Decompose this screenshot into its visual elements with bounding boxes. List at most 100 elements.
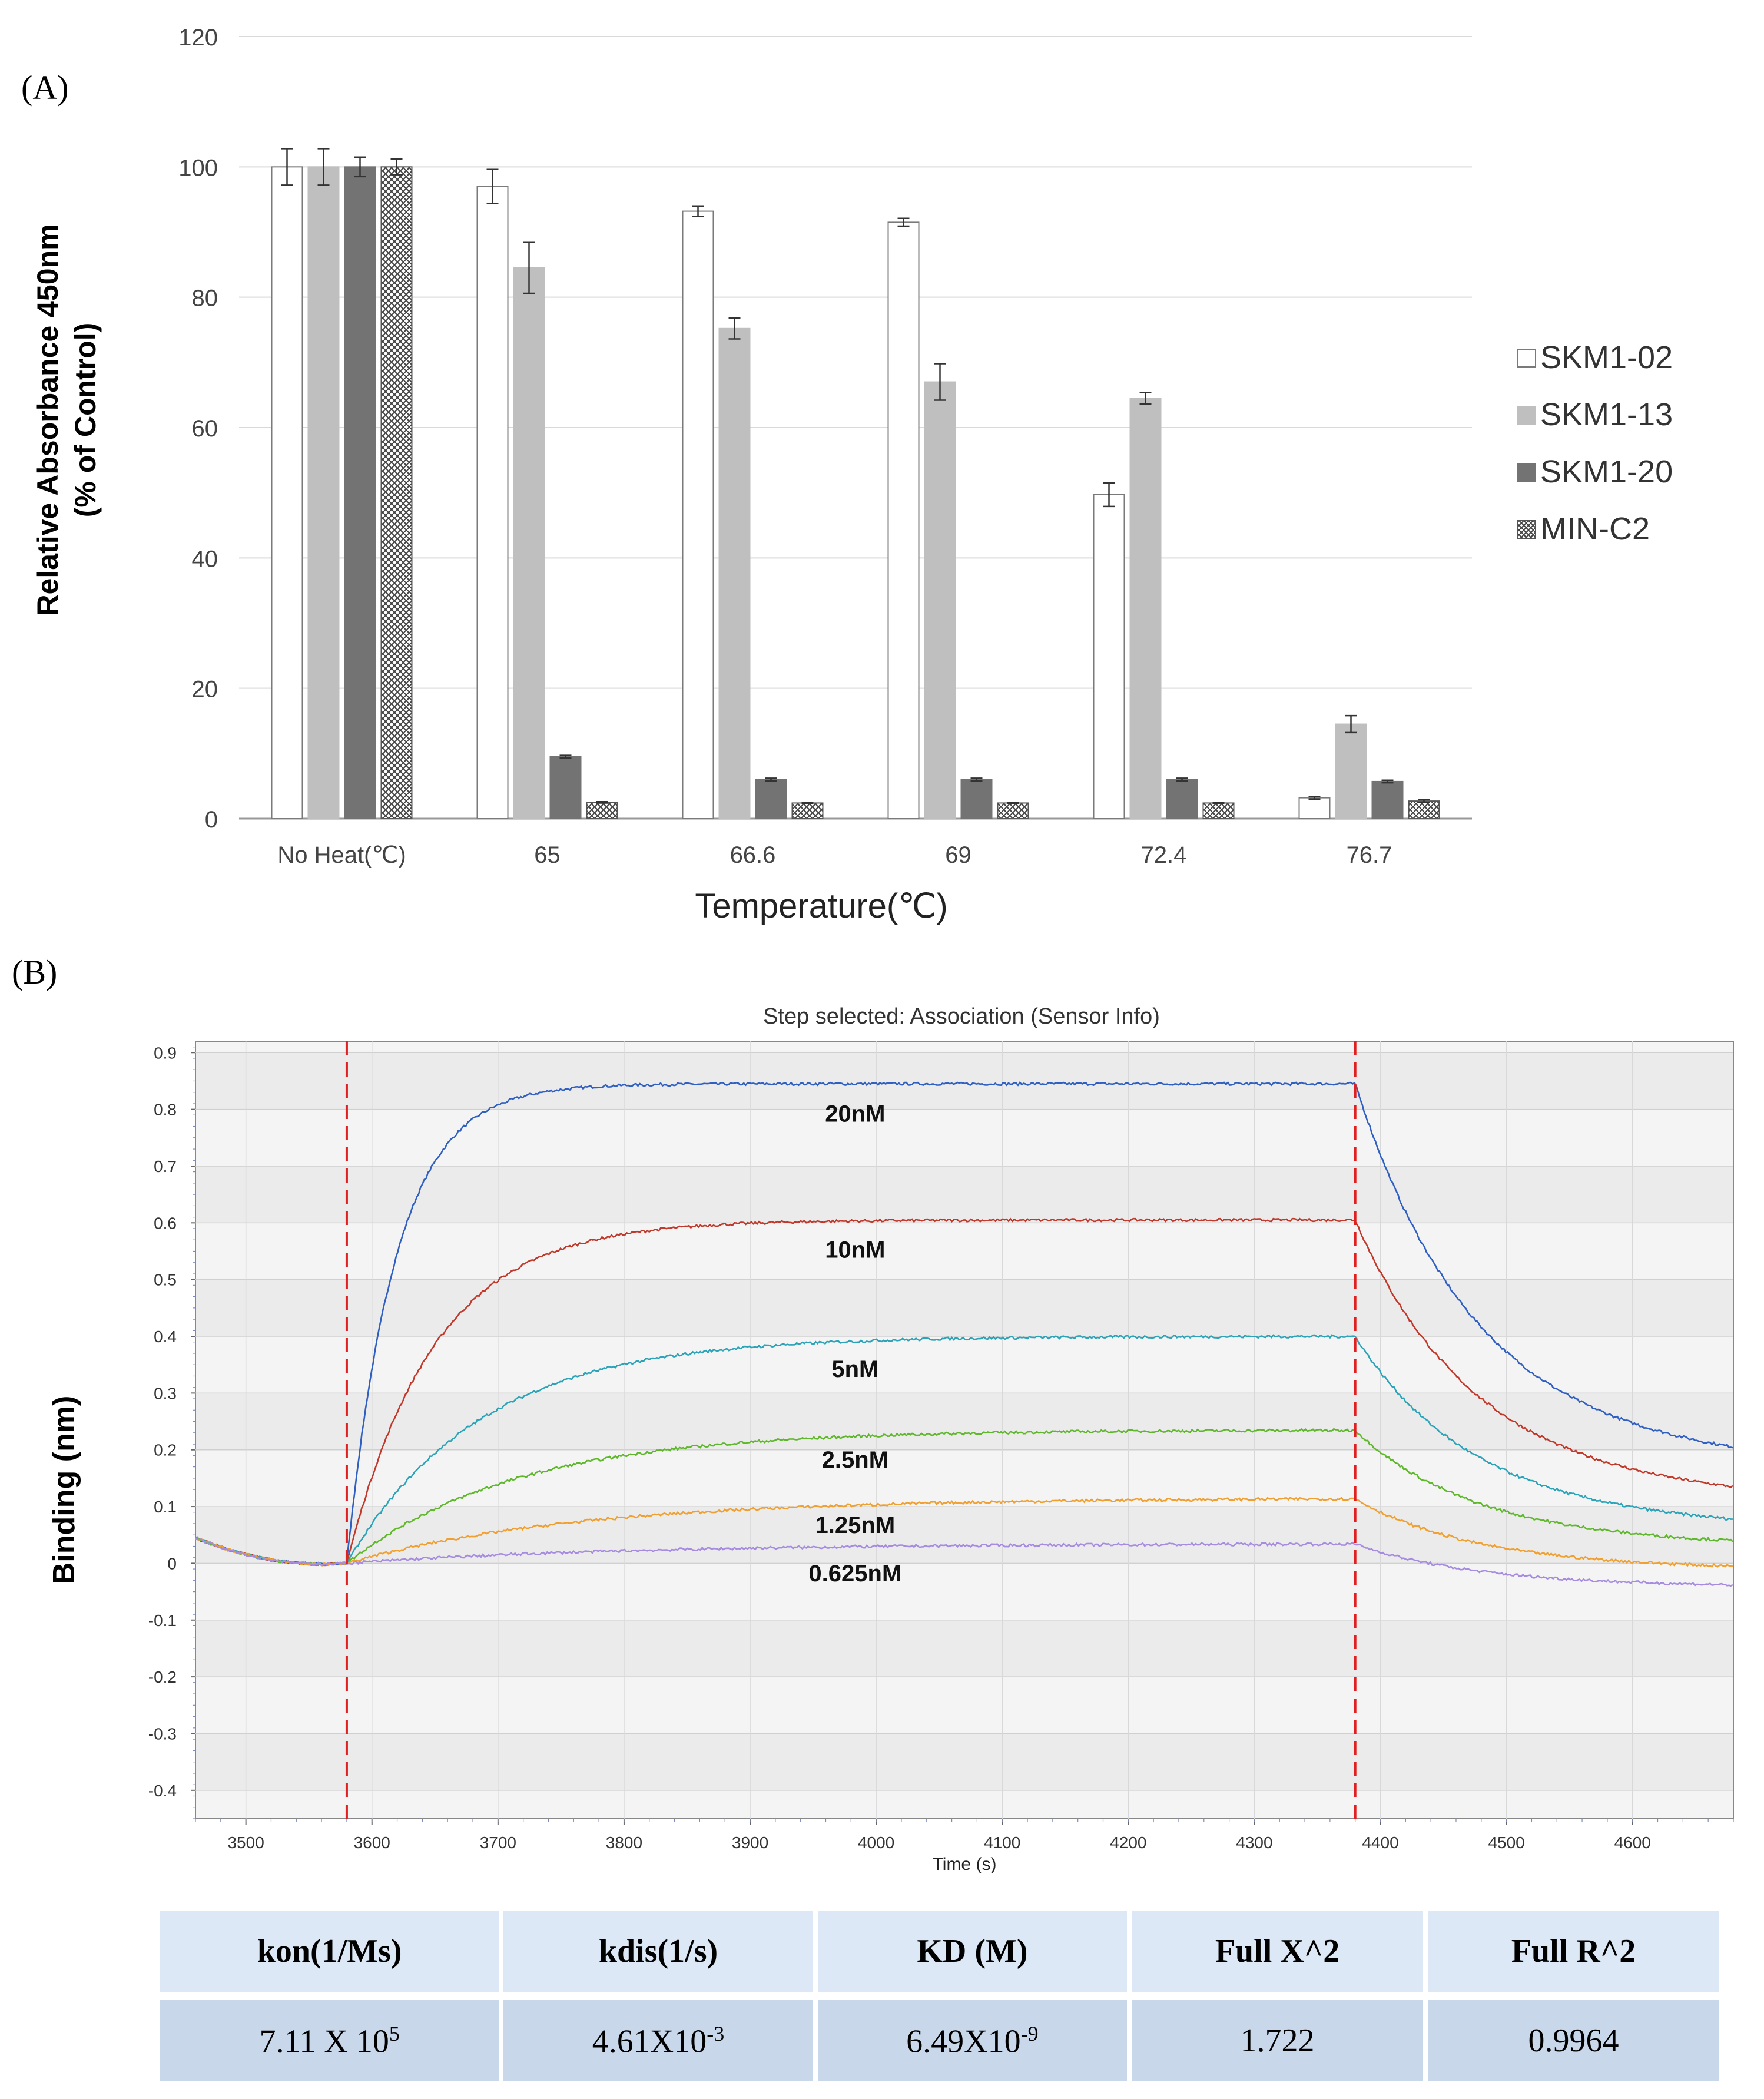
concentration-label: 10nM — [825, 1237, 885, 1263]
bar-skm1-20-4 — [1166, 779, 1198, 819]
step-markers — [345, 1041, 1357, 1819]
bar-min-c2-1 — [586, 802, 618, 820]
cell-kon: 7.11 X 105 — [160, 1992, 499, 2081]
bar-min-c2-2 — [791, 802, 824, 819]
bar-skm1-13-2 — [718, 327, 751, 819]
x-tick-label: 4600 — [1614, 1833, 1651, 1852]
x-tick-label: 4500 — [1488, 1833, 1524, 1852]
y-tick-label: -0.1 — [148, 1611, 177, 1630]
curve-2.5nM — [195, 1428, 1733, 1567]
y-tick-label: 0.2 — [154, 1441, 177, 1459]
y-tick-label: 0.6 — [154, 1214, 177, 1232]
legend-entry: SKM1-02 — [1540, 340, 1673, 375]
x-tick-label: 65 — [534, 842, 561, 868]
y-tick-label: 0.3 — [154, 1384, 177, 1402]
x-tick-label: 3500 — [227, 1833, 264, 1852]
x-axis-ticks: 3500 3600 3700 3800 3900 4000 4100 4200 4300 4400… — [195, 1819, 1734, 1852]
y-tick-label: 0.7 — [154, 1157, 177, 1176]
legend-entry: MIN-C2 — [1540, 511, 1650, 547]
legend-swatch — [1517, 520, 1536, 539]
bar-skm1-02-1 — [476, 186, 509, 819]
bar-skm1-02-0 — [271, 166, 303, 819]
bar-min-c2-5 — [1408, 800, 1440, 819]
bar-skm1-20-5 — [1371, 780, 1404, 820]
bar-min-c2-3 — [997, 802, 1029, 819]
y-axis-label: Relative Absorbance 450nm — [31, 224, 64, 615]
bar-skm1-20-1 — [549, 756, 582, 820]
cell-kdis: 4.61X10-3 — [503, 1992, 813, 2081]
x-tick-label: 69 — [945, 842, 971, 868]
y-tick-label: -0.2 — [148, 1668, 177, 1686]
x-tick-label: 66.6 — [730, 842, 776, 868]
gridlines — [239, 36, 1472, 820]
curve-0.625nM — [195, 1537, 1733, 1587]
x-tick-label: 4400 — [1362, 1833, 1398, 1852]
cell-chi2: 1.722 — [1132, 1992, 1424, 2081]
table-row: 7.11 X 105 4.61X10-3 6.49X10-9 1.722 0.9… — [160, 1992, 1719, 2081]
x-tick-label: 72.4 — [1141, 842, 1187, 868]
y-axis-ticks: 0.9 0.8 0.7 0.6 0.5 0.4 0.3 0.2 0.1 0 -0.1 -0.2 -0.3… — [148, 1044, 195, 1819]
y-tick-label: 0.1 — [154, 1498, 177, 1516]
grid-band — [196, 1166, 1733, 1223]
y-tick-label: 80 — [192, 286, 218, 312]
concentration-label: 0.625nM — [808, 1561, 901, 1587]
x-tick-label: 4000 — [858, 1833, 894, 1852]
cell-kd: 6.49X10-9 — [817, 1992, 1128, 2081]
y-tick-label: -0.3 — [148, 1724, 177, 1743]
y-axis-ticks: 0 20 40 60 80 100 120 — [178, 25, 218, 833]
bar-skm1-13-0 — [307, 166, 340, 819]
legend-entry: SKM1-13 — [1540, 397, 1673, 432]
x-tick-label: 4100 — [984, 1833, 1020, 1852]
bar-skm1-13-4 — [1129, 398, 1162, 819]
header-kdis: kdis(1/s) — [503, 1911, 813, 1992]
grid-band — [196, 1620, 1733, 1677]
x-axis-ticks: No Heat(℃) 65 66.6 69 72.4 76.7 — [277, 842, 1392, 868]
bar-skm1-20-2 — [755, 779, 787, 819]
bar-skm1-20-3 — [960, 779, 993, 819]
curve-10nM — [195, 1217, 1733, 1567]
grid-band — [196, 1279, 1733, 1337]
panel-label-b: (B) — [12, 953, 57, 991]
bar-min-c2-4 — [1202, 802, 1235, 819]
bar-skm1-02-4 — [1093, 494, 1125, 819]
x-tick-label: No Heat(℃) — [277, 842, 406, 868]
y-tick-label: 0 — [205, 807, 218, 833]
curve-20nM — [195, 1081, 1733, 1566]
x-tick-label: 4300 — [1236, 1833, 1272, 1852]
line-chart-panel: (B) Step selected: Association (Sensor I… — [12, 953, 1734, 1874]
grid-band — [196, 1507, 1733, 1564]
chart-title: Step selected: Association (Sensor Info) — [763, 1004, 1160, 1029]
y-tick-label: 100 — [178, 155, 218, 181]
kinetics-table: kon(1/Ms) kdis(1/s) KD (M) Full X^2 Full… — [155, 1911, 1724, 2081]
legend: SKM1-02 SKM1-13 SKM1-20 MIN-C2 — [1517, 340, 1673, 547]
table-header-row: kon(1/Ms) kdis(1/s) KD (M) Full X^2 Full… — [160, 1911, 1719, 1992]
x-tick-label: 3600 — [354, 1833, 390, 1852]
concentration-label: 1.25nM — [815, 1512, 896, 1538]
panel-label-a: (A) — [21, 68, 69, 107]
gridlines — [195, 1041, 1733, 1819]
bars — [271, 148, 1440, 820]
binding-curves — [195, 1081, 1733, 1587]
y-tick-label: 20 — [192, 677, 218, 703]
legend-swatch — [1517, 406, 1536, 425]
concentration-label: 2.5nM — [822, 1447, 888, 1473]
concentration-labels: 20nM 10nM 5nM 2.5nM 1.25nM 0.625nM — [808, 1101, 901, 1586]
concentration-label: 5nM — [831, 1356, 878, 1382]
bar-skm1-13-1 — [513, 267, 545, 820]
x-tick-label: 4200 — [1110, 1833, 1146, 1852]
header-chi2: Full X^2 — [1132, 1911, 1424, 1992]
bar-skm1-02-3 — [887, 221, 920, 819]
bar-skm1-20-0 — [344, 166, 376, 819]
bar-chart-panel: (A) 0 20 40 60 80 100 120 No Heat(℃) 65 66.6 69 72… — [21, 25, 1673, 925]
y-tick-label: 40 — [192, 546, 218, 572]
grid-band — [196, 1393, 1733, 1450]
bar-skm1-02-2 — [682, 210, 714, 819]
x-axis-label: Temperature(℃) — [695, 887, 947, 925]
y-tick-label: 0.8 — [154, 1101, 177, 1119]
bar-skm1-02-5 — [1298, 797, 1331, 820]
x-tick-label: 3700 — [480, 1833, 516, 1852]
legend-swatch — [1517, 349, 1536, 368]
header-kd: KD (M) — [817, 1911, 1128, 1992]
concentration-label: 20nM — [825, 1101, 885, 1127]
y-tick-label: 120 — [178, 25, 218, 51]
